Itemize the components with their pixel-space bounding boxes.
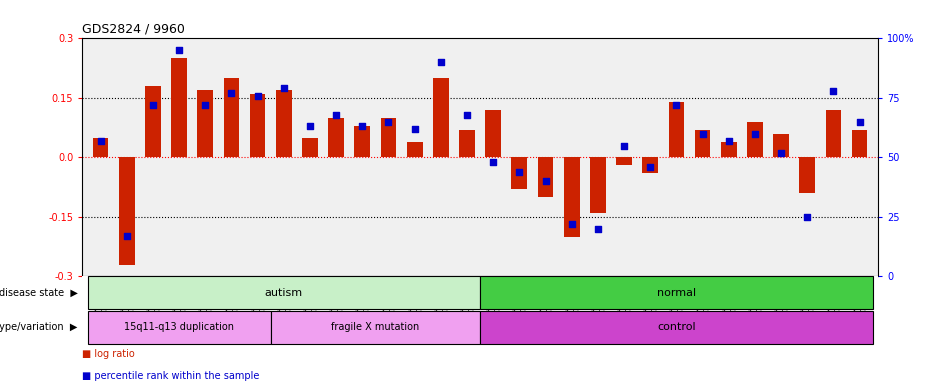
Text: ■ percentile rank within the sample: ■ percentile rank within the sample — [82, 371, 259, 381]
Bar — [93, 137, 109, 157]
Point — [93, 138, 108, 144]
Point — [538, 178, 553, 184]
Text: genotype/variation  ▶: genotype/variation ▶ — [0, 322, 78, 333]
Bar — [250, 94, 266, 157]
Point — [224, 90, 239, 96]
Point — [669, 102, 684, 108]
Point — [171, 47, 186, 53]
Text: ■ log ratio: ■ log ratio — [82, 349, 135, 359]
Point — [460, 111, 475, 118]
Bar — [694, 130, 710, 157]
Point — [512, 169, 527, 175]
Bar — [826, 110, 841, 157]
Bar — [271, 311, 480, 344]
Point — [250, 93, 265, 99]
Bar — [198, 90, 213, 157]
Point — [303, 123, 318, 129]
Point — [355, 123, 370, 129]
Bar — [145, 86, 161, 157]
Point — [328, 111, 343, 118]
Bar — [276, 90, 291, 157]
Point — [433, 59, 448, 65]
Point — [617, 142, 632, 149]
Bar — [721, 142, 737, 157]
Bar — [773, 134, 789, 157]
Bar — [171, 58, 187, 157]
Point — [485, 159, 500, 165]
Text: normal: normal — [657, 288, 696, 298]
Point — [799, 214, 815, 220]
Text: control: control — [657, 322, 695, 333]
Text: 15q11-q13 duplication: 15q11-q13 duplication — [124, 322, 234, 333]
Point — [119, 233, 134, 239]
Text: disease state  ▶: disease state ▶ — [0, 288, 78, 298]
Bar — [459, 130, 475, 157]
Point — [721, 138, 736, 144]
Bar — [88, 276, 480, 309]
Bar — [590, 157, 605, 213]
Bar — [480, 311, 872, 344]
Bar — [512, 157, 527, 189]
Point — [590, 226, 605, 232]
Bar — [642, 157, 658, 173]
Bar — [564, 157, 580, 237]
Bar — [616, 157, 632, 166]
Bar — [799, 157, 815, 193]
Bar — [328, 118, 344, 157]
Point — [826, 88, 841, 94]
Bar — [480, 276, 872, 309]
Bar — [223, 78, 239, 157]
Point — [695, 131, 710, 137]
Point — [407, 126, 422, 132]
Bar — [851, 130, 867, 157]
Bar — [119, 157, 134, 265]
Point — [146, 102, 161, 108]
Text: GDS2824 / 9960: GDS2824 / 9960 — [82, 23, 185, 36]
Bar — [669, 102, 684, 157]
Bar — [747, 122, 762, 157]
Point — [198, 102, 213, 108]
Point — [642, 164, 657, 170]
Point — [276, 85, 291, 91]
Point — [564, 221, 579, 227]
Bar — [302, 137, 318, 157]
Bar — [380, 118, 396, 157]
Bar — [485, 110, 501, 157]
Bar — [355, 126, 370, 157]
Point — [747, 131, 762, 137]
Bar — [88, 311, 271, 344]
Point — [774, 150, 789, 156]
Point — [381, 119, 396, 125]
Text: fragile X mutation: fragile X mutation — [331, 322, 419, 333]
Point — [852, 119, 867, 125]
Bar — [433, 78, 448, 157]
Bar — [407, 142, 423, 157]
Text: autism: autism — [265, 288, 303, 298]
Bar — [537, 157, 553, 197]
